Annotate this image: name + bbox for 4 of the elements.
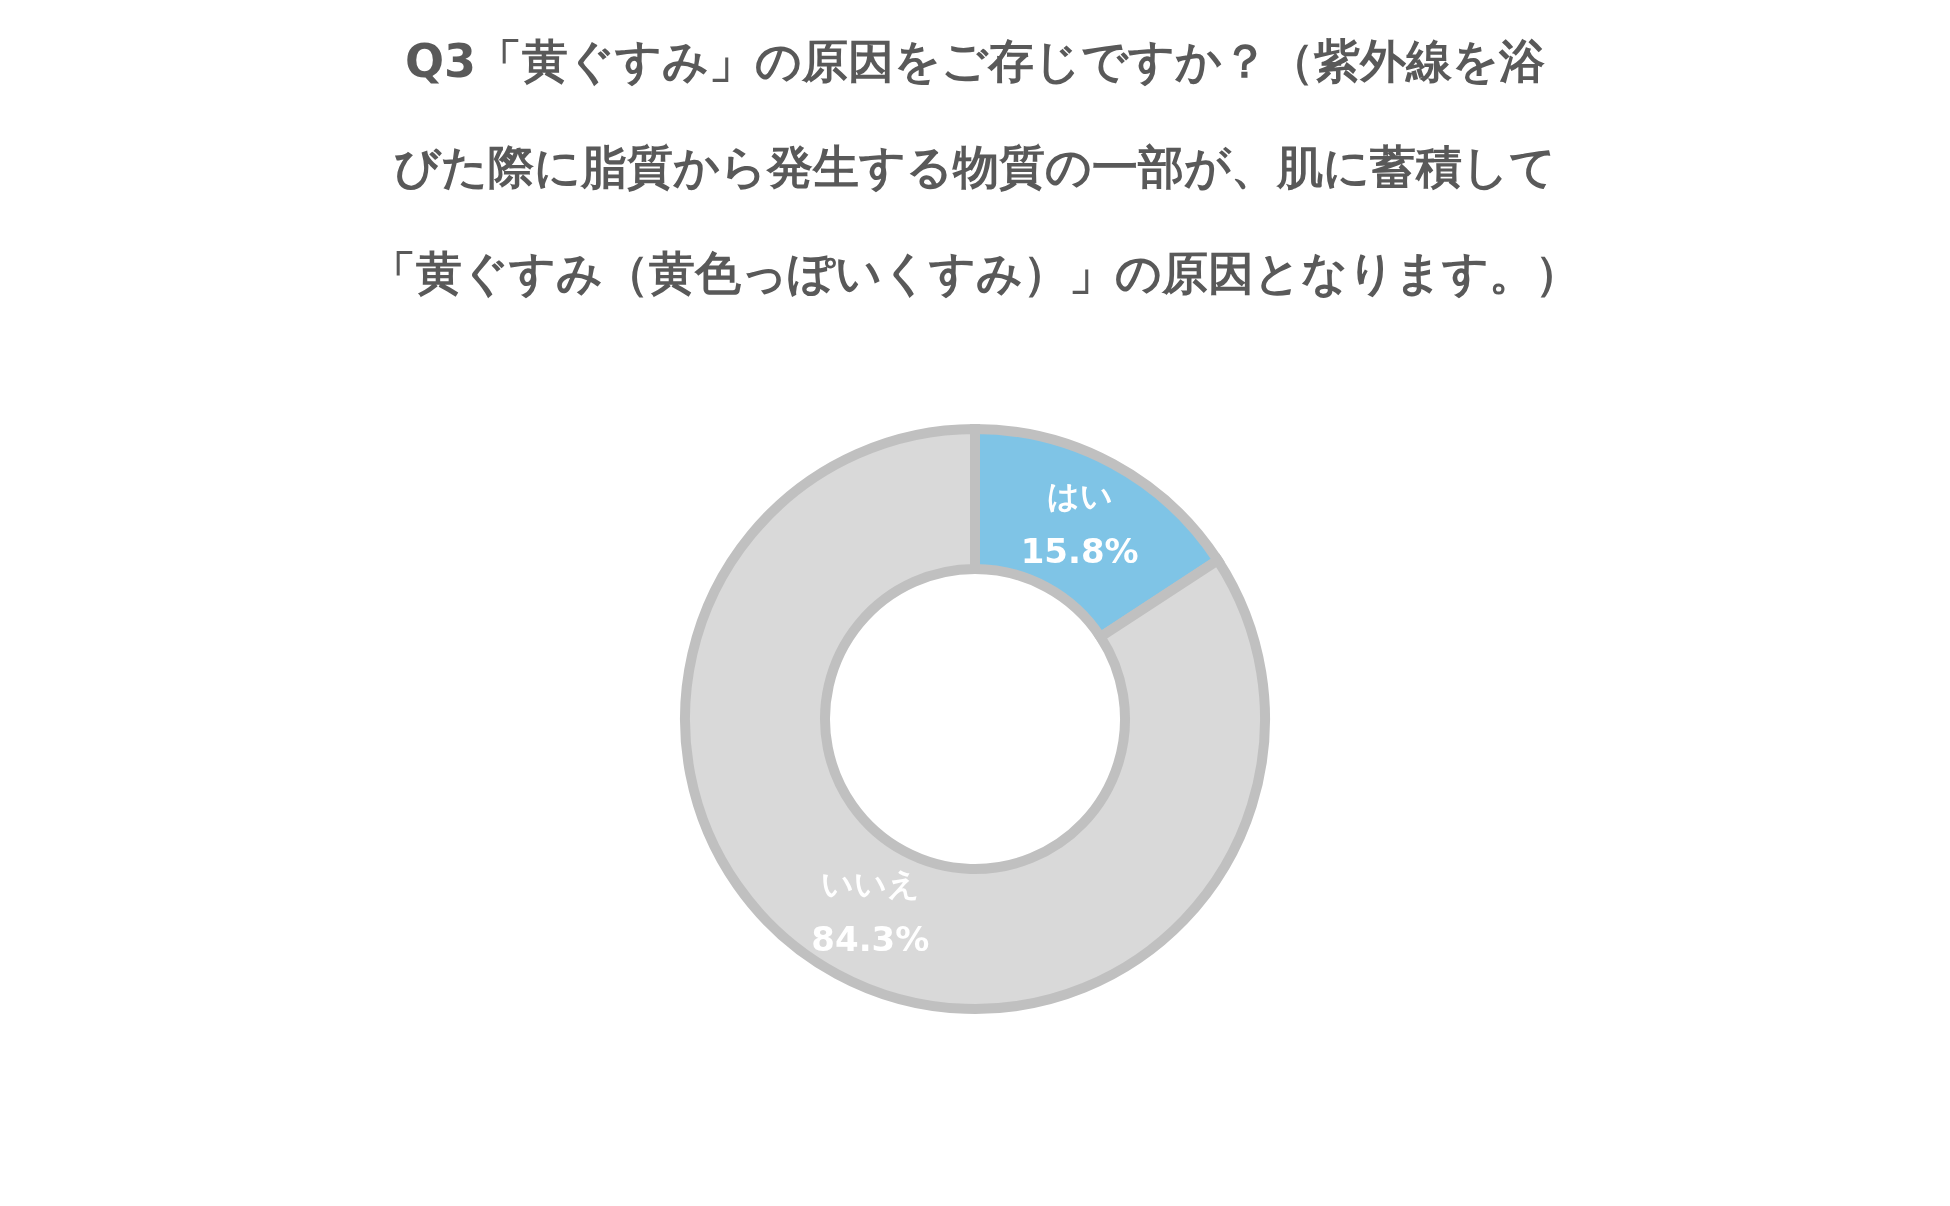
data-label: 15.8%	[1020, 531, 1139, 572]
chart-title: Q3「黄ぐすみ」の原因をご存じですか？（紫外線を浴びた際に脂質から発生する物質の一部が、肌に蓄積して「黄ぐすみ（黄色っぽいくすみ）」の原因となります。）	[369, 34, 1581, 300]
slice-label: はい	[1046, 477, 1113, 516]
donut-slice	[680, 424, 1270, 1014]
